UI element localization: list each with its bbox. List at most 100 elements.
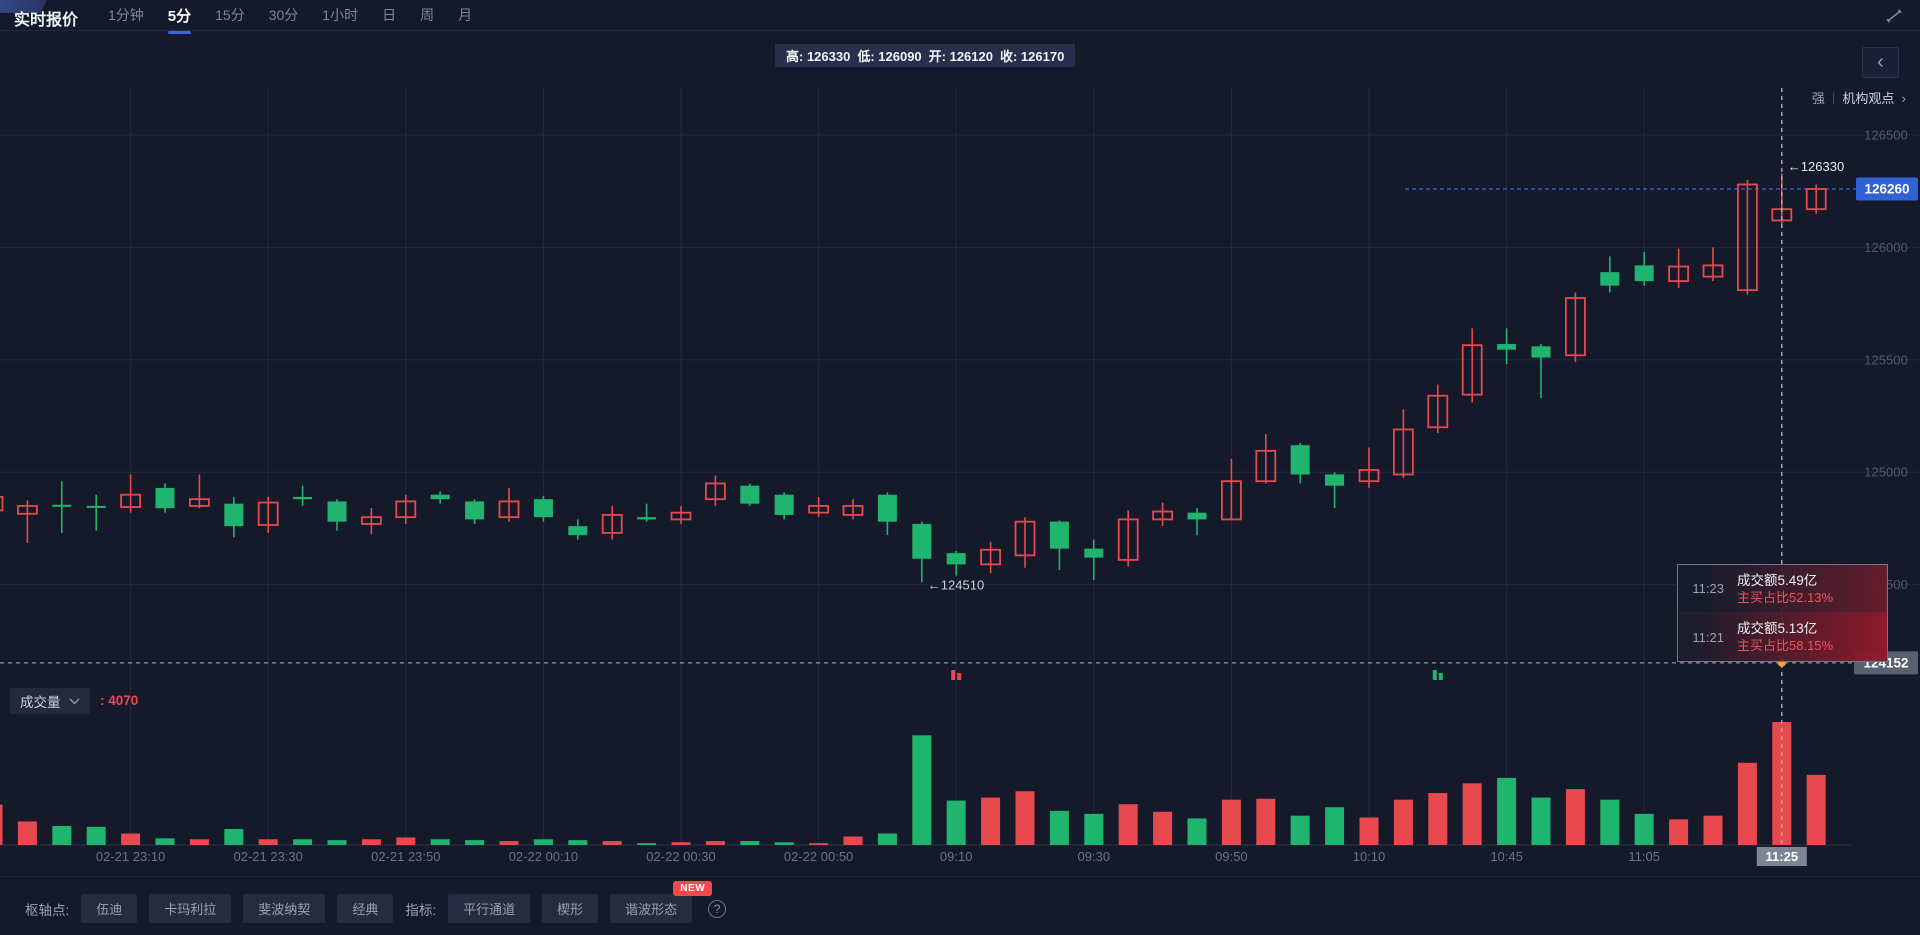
- svg-text:11:25: 11:25: [1766, 849, 1799, 864]
- tab-timeframe-6[interactable]: 周: [420, 7, 435, 23]
- pivot-button-2[interactable]: 斐波纳契: [243, 894, 326, 923]
- candle-body: [842, 505, 864, 516]
- svg-text:09:30: 09:30: [1078, 849, 1111, 864]
- indicator-button-1[interactable]: 楔形: [542, 894, 599, 923]
- candle-body: [1255, 449, 1277, 483]
- volume-bar: [1187, 818, 1207, 845]
- volume-bar: [1049, 810, 1069, 845]
- expand-icon[interactable]: [1884, 7, 1904, 25]
- svg-text:09:50: 09:50: [1215, 849, 1248, 864]
- volume-bar: [740, 841, 760, 845]
- candle-body: [120, 493, 141, 508]
- svg-text:←124510: ←124510: [928, 577, 984, 592]
- candlestick-chart[interactable]: ←126330 ←124510 126500 126000 125500 125000 12…: [0, 0, 1920, 872]
- candle-body: [155, 487, 175, 509]
- tab-timeframe-0[interactable]: 1分钟: [108, 7, 144, 23]
- tab-timeframe-1[interactable]: 5分: [166, 0, 193, 34]
- volume-bar: [671, 842, 691, 845]
- svg-text:126000: 126000: [1864, 240, 1907, 255]
- volume-bar: [1153, 811, 1173, 845]
- volume-bar: [499, 841, 519, 845]
- trade-detail-tooltip: 11:23 成交额5.49亿 主买占比52.13% 11:21 成交额5.13亿 主买占比…: [1677, 564, 1888, 662]
- candle-body: [395, 500, 417, 519]
- last-price-badge: 126260: [1856, 177, 1918, 201]
- volume-bar: [17, 821, 37, 845]
- volume-bar: [1462, 783, 1482, 845]
- volume-bar: [1669, 819, 1689, 845]
- institution-view-link[interactable]: 强 | 机构观点 ›: [1812, 88, 1906, 107]
- candle-body: [52, 504, 72, 507]
- candle-body: [1393, 428, 1414, 476]
- candle-body: [1427, 394, 1449, 429]
- pivot-button-3[interactable]: 经典: [337, 894, 394, 923]
- volume-bar: [705, 841, 725, 845]
- svg-text:10:10: 10:10: [1353, 849, 1386, 864]
- volume-bar: [1325, 807, 1345, 845]
- volume-bar: [327, 840, 347, 845]
- volume-bar: [1118, 804, 1138, 845]
- pivot-button-1[interactable]: 卡玛利拉: [149, 894, 232, 923]
- volume-bar: [843, 836, 863, 845]
- candle-body: [808, 505, 829, 514]
- candle-body: [601, 514, 623, 534]
- volume-bar: [258, 839, 278, 845]
- svg-text:10:45: 10:45: [1490, 849, 1523, 864]
- tab-timeframe-4[interactable]: 1小时: [322, 7, 359, 23]
- volume-bar: [52, 825, 72, 845]
- help-icon[interactable]: ?: [708, 899, 727, 918]
- candle-body: [774, 494, 794, 515]
- collapse-panel-button[interactable]: ‹: [1862, 47, 1899, 78]
- timeframe-tabs: 1分钟 5分 15分 30分 1小时 日 周 月: [106, 0, 474, 34]
- candle-body: [188, 498, 210, 507]
- volume-bar: [533, 839, 553, 845]
- volume-bar: [155, 838, 175, 845]
- indicator-button-0[interactable]: 平行通道: [448, 894, 531, 923]
- candle-body: [224, 503, 244, 527]
- volume-bar: [1703, 815, 1723, 845]
- tooltip-turnover: 成交额5.13亿: [1737, 621, 1818, 636]
- volume-value: : 4070: [100, 693, 139, 708]
- volume-bar: [809, 843, 829, 845]
- chevron-down-icon: [68, 697, 80, 705]
- volume-bar: [568, 840, 588, 845]
- tab-timeframe-7[interactable]: 月: [458, 7, 473, 23]
- volume-bar: [1806, 774, 1826, 845]
- volume-indicator-dropdown[interactable]: 成交量: [10, 688, 90, 714]
- candle-body: [1187, 512, 1207, 520]
- drawing-toolbar: 枢轴点: 伍迪 卡玛利拉 斐波纳契 经典 指标: 平行通道 楔形 谐波形态 NEW?: [25, 881, 727, 923]
- indicator-button-2[interactable]: 谐波形态 NEW: [610, 881, 713, 923]
- candle-body: [1634, 265, 1654, 282]
- candle-body: [0, 496, 4, 512]
- volume-bar: [1015, 791, 1035, 845]
- candle-body: [670, 511, 692, 521]
- candle-body: [86, 505, 106, 508]
- ohlc-info-bar: 高: 126330 低: 126090 开: 126120 收: 126170: [775, 44, 1076, 67]
- volume-bar: [1393, 799, 1413, 845]
- volume-bar: [1290, 815, 1310, 845]
- candle-body: [1049, 521, 1069, 549]
- volume-bar: [1737, 762, 1757, 845]
- volume-bar: [1428, 793, 1448, 845]
- candle-body: [1152, 510, 1173, 521]
- price-annotations: ←126330 ←124510: [928, 159, 1844, 592]
- tab-timeframe-5[interactable]: 日: [382, 7, 397, 23]
- tab-timeframe-2[interactable]: 15分: [215, 7, 245, 23]
- gridlines: [0, 88, 1920, 846]
- volume-bar: [1772, 722, 1792, 845]
- time-axis-highlight: 11:25: [1756, 847, 1807, 866]
- volume-bar: [430, 839, 450, 845]
- volume-bar: [1634, 813, 1654, 845]
- svg-text:09:10: 09:10: [940, 849, 973, 864]
- tab-timeframe-3[interactable]: 30分: [268, 7, 299, 23]
- svg-text:126260: 126260: [1864, 181, 1909, 196]
- indicator-label: 指标:: [405, 902, 437, 918]
- pivot-button-0[interactable]: 伍迪: [81, 894, 138, 923]
- chevron-right-icon: ›: [1901, 89, 1906, 106]
- tooltip-row: 11:23 成交额5.49亿 主买占比52.13%: [1678, 565, 1887, 613]
- volume-bar: [1531, 797, 1551, 845]
- strength-badge: 强: [1811, 91, 1825, 106]
- candle-body: [1084, 548, 1104, 558]
- volume-bar: [981, 797, 1001, 845]
- high-value: 高: 126330: [786, 49, 851, 64]
- svg-text:02-22 00:30: 02-22 00:30: [646, 849, 715, 864]
